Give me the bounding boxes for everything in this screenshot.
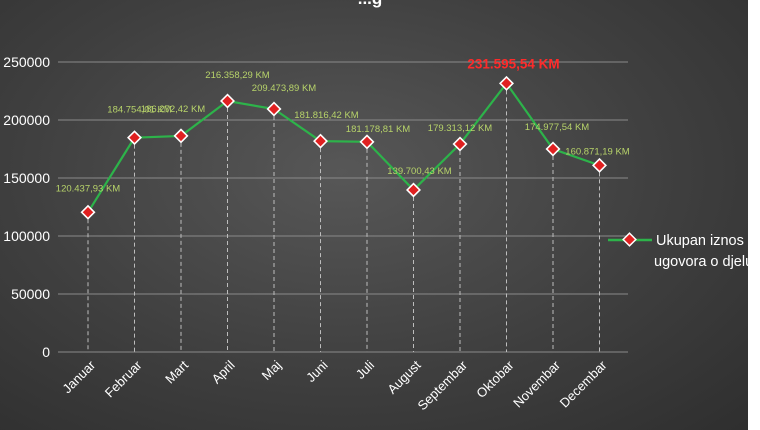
x-tick-label: Februar <box>102 357 145 400</box>
data-label: 160.871,19 KM <box>565 146 630 157</box>
data-label: 120.437,93 KM <box>56 183 121 194</box>
x-tick-label: Septembar <box>415 357 471 413</box>
data-point <box>452 136 468 152</box>
data-label: 186.272,42 KM <box>141 104 206 115</box>
x-tick-label: Novembar <box>510 357 563 410</box>
data-point <box>359 134 375 150</box>
data-point <box>127 130 142 146</box>
x-tick-label: Januar <box>59 357 98 396</box>
y-tick-label: 150000 <box>3 170 50 186</box>
y-tick-label: 250000 <box>3 54 50 70</box>
gridlines <box>58 61 628 353</box>
data-label: 179.313,12 KM <box>428 123 493 134</box>
data-label: 184.754,01 KM <box>107 105 172 116</box>
data-point <box>592 157 607 173</box>
data-label: 181.178,81 KM <box>346 124 411 135</box>
x-tick-label: Juli <box>353 357 377 381</box>
drop-lines <box>87 83 600 352</box>
x-tick-label: Maj <box>259 357 284 382</box>
y-tick-label: 200000 <box>3 112 50 128</box>
x-tick-label: Decembar <box>557 357 610 410</box>
y-tick-label: 0 <box>42 344 50 360</box>
data-label: 216.358,29 KM <box>205 70 270 81</box>
data-point <box>80 204 96 220</box>
data-point <box>266 101 282 117</box>
data-point <box>313 133 328 149</box>
legend-label-line-1: Ukupan iznos <box>656 233 744 249</box>
legend-marker <box>622 232 637 247</box>
x-tick-label: Oktobar <box>473 357 517 401</box>
series-line-path <box>87 81 600 213</box>
x-tick-label: Mart <box>162 357 191 386</box>
x-tick-label: August <box>384 357 423 396</box>
x-tick-label: April <box>209 357 238 386</box>
data-point <box>173 128 189 144</box>
x-tick-label: Juni <box>303 357 331 385</box>
data-point <box>499 75 514 91</box>
data-label: 174.977,54 KM <box>525 122 590 133</box>
y-tick-label: 100000 <box>3 228 50 244</box>
series-line <box>87 81 600 213</box>
y-axis-ticks: 0 50000 100000 150000 200000 250000 <box>3 54 50 360</box>
data-label-max: 231.595,54 KM <box>467 56 559 71</box>
data-label: 139.700,43 KM <box>387 166 452 177</box>
data-label: 209.473,89 KM <box>252 83 317 94</box>
data-markers <box>80 75 607 220</box>
data-point <box>406 182 421 198</box>
data-point <box>220 93 235 109</box>
y-tick-label: 50000 <box>11 286 50 302</box>
x-axis-ticks: Januar Februar Mart April Maj Juni Juli AugustS… <box>59 357 610 413</box>
legend: Ukupan iznos ugovora o djelu <box>608 232 753 270</box>
chart-title: ...g <box>358 0 383 8</box>
data-point <box>545 141 561 157</box>
data-label: 181.816,42 KM <box>294 110 359 121</box>
legend-label-line-2: ugovora o djelu <box>654 254 753 270</box>
